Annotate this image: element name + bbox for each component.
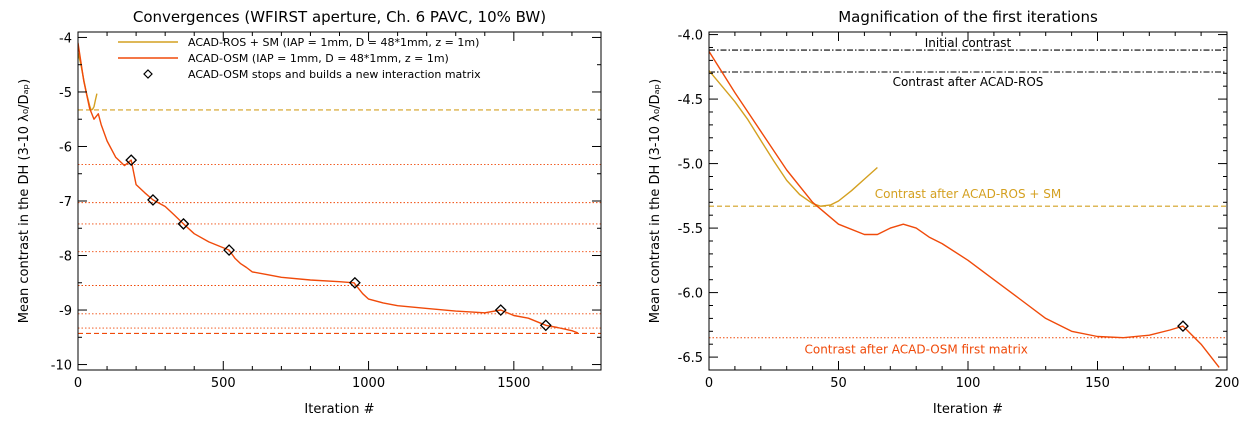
y-tick-label: -7	[59, 195, 72, 210]
y-axis-label: Mean contrast in the DH (3-10 λ₀/Dₐₚ)	[648, 79, 663, 323]
y-tick-label: -6	[59, 140, 72, 155]
annotation-2: Contrast after ACAD-ROS	[893, 75, 1044, 89]
annotation-4: Contrast after ACAD-OSM first matrix	[804, 343, 1027, 357]
x-axis-label: Iteration #	[933, 402, 1003, 417]
x-axis-label: Iteration #	[304, 402, 374, 417]
data-layer	[709, 49, 1227, 368]
y-tick-label: -5.5	[678, 222, 703, 237]
x-tick-label: 0	[74, 376, 82, 391]
legend-label-marker: ACAD-OSM stops and builds a new interact…	[188, 68, 481, 81]
x-tick-label: 50	[830, 376, 847, 391]
matrix-marker-3	[177, 217, 190, 230]
annotation-1: Initial contrast	[925, 36, 1012, 50]
series-line-osm	[78, 42, 579, 334]
legend-label-osm: ACAD-OSM (IAP = 1mm, D = 48*1mm, z = 1m)	[188, 52, 449, 65]
y-tick-label: -4.5	[678, 93, 703, 108]
series-line-ros	[709, 70, 878, 207]
x-tick-label: 1500	[497, 376, 530, 391]
matrix-marker-1	[125, 154, 138, 167]
y-axis-label: Mean contrast in the DH (3-10 λ₀/Dₐₚ)	[17, 79, 32, 323]
x-tick-label: 500	[211, 376, 236, 391]
matrix-marker-7	[539, 319, 552, 332]
x-tick-label: 200	[1215, 376, 1240, 391]
y-tick-label: -4	[59, 31, 72, 46]
matrix-marker-4	[223, 244, 236, 256]
chart-title: Convergences (WFIRST aperture, Ch. 6 PAV…	[133, 8, 546, 26]
y-tick-label: -8	[59, 250, 72, 265]
legend-label-ros: ACAD-ROS + SM (IAP = 1mm, D = 48*1mm, z …	[188, 36, 479, 49]
y-tick-label: -10	[51, 359, 72, 374]
matrix-marker-1	[1177, 320, 1189, 333]
x-tick-label: 100	[956, 376, 981, 391]
matrix-marker-2	[147, 193, 159, 206]
y-tick-label: -4.0	[678, 29, 703, 44]
annotation-3: Contrast after ACAD-ROS + SM	[875, 187, 1062, 201]
y-tick-label: -6.0	[678, 287, 703, 302]
y-tick-label: -9	[59, 304, 72, 319]
x-tick-label: 1000	[352, 376, 385, 391]
y-tick-label: -5.0	[678, 158, 703, 173]
y-tick-label: -6.5	[678, 351, 703, 366]
legend-swatch-marker	[143, 69, 153, 79]
x-tick-label: 150	[1085, 376, 1110, 391]
chart-1: 0 500 1000 1500 -10 -9 -8 -7 -6 -5 -4 Convergences …	[17, 8, 602, 417]
chart-2: 0 50 100 150 200 -6.5 -6.0 -5.5 -5.0 -4.5 -4.0 Magn…	[648, 8, 1239, 417]
data-layer	[78, 42, 601, 335]
x-tick-label: 0	[705, 376, 713, 391]
chart-title: Magnification of the first iterations	[838, 8, 1098, 26]
matrix-marker-6	[494, 304, 507, 316]
y-tick-label: -5	[59, 86, 72, 101]
series-line-osm	[709, 51, 1220, 368]
matrix-marker-5	[348, 276, 361, 289]
legend: ACAD-ROS + SM (IAP = 1mm, D = 48*1mm, z …	[118, 36, 481, 81]
